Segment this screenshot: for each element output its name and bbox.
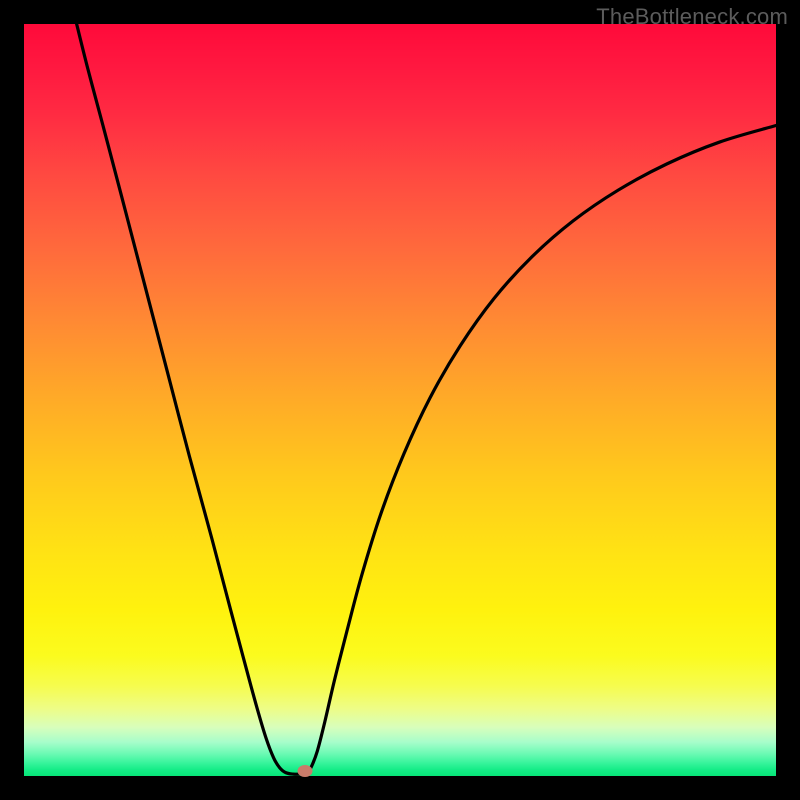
chart-container: TheBottleneck.com — [0, 0, 800, 800]
plot-area — [24, 24, 776, 776]
optimal-marker — [298, 765, 313, 777]
watermark-text: TheBottleneck.com — [596, 4, 788, 30]
bottleneck-curve — [24, 24, 776, 776]
curve-right-branch — [307, 126, 776, 774]
curve-left-branch — [77, 24, 304, 774]
